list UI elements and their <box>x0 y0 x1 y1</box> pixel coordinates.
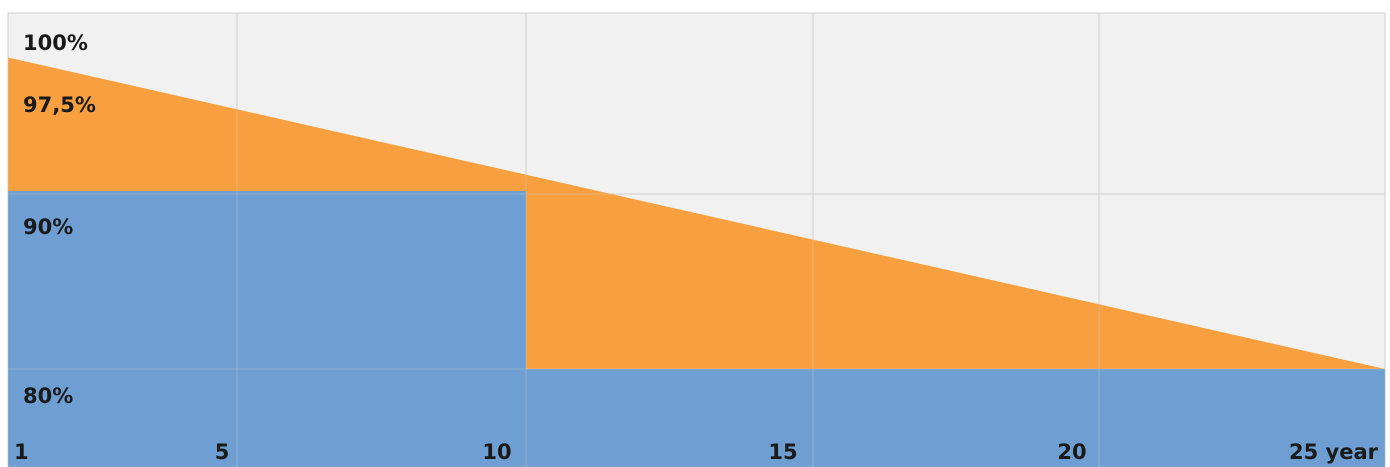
x-tick-label-2: 10 <box>482 440 511 464</box>
grid-overlay <box>7 12 1386 467</box>
y-axis-labels: 100% 97,5% 90% 80% <box>23 31 96 408</box>
y-tick-label-2: 90% <box>23 215 73 239</box>
x-axis-labels: 1 5 10 15 20 25 year <box>14 440 1379 464</box>
x-tick-label-0: 1 <box>14 440 29 464</box>
x-tick-label-1: 5 <box>215 440 230 464</box>
x-tick-label-4: 20 <box>1057 440 1086 464</box>
step-area-years-10-25 <box>526 369 1385 467</box>
x-tick-label-5: 25 year <box>1289 440 1379 464</box>
y-tick-label-0: 100% <box>23 31 88 55</box>
step-area-years-1-10 <box>8 191 526 467</box>
y-tick-label-1: 97,5% <box>23 93 96 117</box>
x-tick-label-3: 15 <box>768 440 797 464</box>
step-guarantee-area <box>8 191 1385 467</box>
y-tick-label-3: 80% <box>23 384 73 408</box>
